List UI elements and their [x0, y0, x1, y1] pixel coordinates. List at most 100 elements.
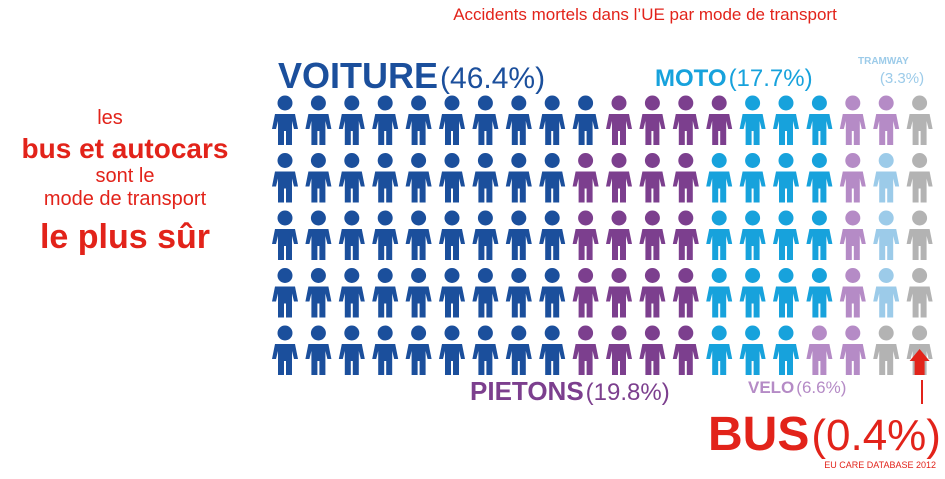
icon-body	[639, 171, 666, 203]
icon-body	[405, 171, 432, 203]
person-icon	[639, 95, 666, 145]
icon-head	[578, 325, 594, 341]
person-icon	[906, 95, 933, 145]
icon-head	[878, 95, 894, 111]
person-icon	[806, 325, 833, 375]
icon-head	[411, 153, 427, 168]
icon-body	[806, 286, 833, 318]
icon-body	[706, 286, 733, 318]
icon-head	[711, 210, 727, 226]
icon-head	[511, 210, 527, 226]
person-icon	[672, 268, 699, 318]
series-name: BUS	[708, 408, 809, 461]
icon-body	[906, 114, 933, 145]
icon-head	[711, 325, 727, 341]
icon-head	[678, 268, 694, 283]
icon-head	[477, 153, 493, 168]
icon-head	[912, 268, 928, 283]
icon-head	[678, 325, 694, 341]
series-label: TRAMWAY	[858, 56, 909, 67]
icon-head	[778, 268, 794, 283]
person-icon	[439, 325, 465, 375]
icon-head	[878, 268, 894, 283]
person-icon	[572, 325, 599, 375]
icon-head	[644, 325, 660, 341]
person-icon	[839, 325, 866, 375]
person-icon	[839, 95, 866, 145]
icon-head	[377, 153, 393, 168]
icon-head	[310, 95, 326, 111]
icon-body	[272, 286, 298, 318]
icon-head	[477, 95, 493, 111]
icon-head	[745, 210, 761, 226]
person-icon	[338, 210, 365, 260]
person-icon	[439, 95, 465, 145]
person-icon	[672, 95, 699, 145]
person-icon	[672, 210, 699, 260]
person-icon	[839, 268, 866, 318]
icon-head	[578, 268, 594, 283]
person-icon	[572, 210, 599, 260]
series-name: MOTO	[655, 65, 727, 92]
person-icon	[272, 268, 298, 318]
source: EU CARE DATABASE 2012	[824, 460, 936, 470]
icon-body	[906, 171, 933, 203]
icon-body	[873, 286, 900, 318]
tagline-line: les	[97, 107, 123, 129]
icon-head	[377, 325, 393, 341]
icon-body	[839, 171, 866, 203]
person-icon	[906, 325, 933, 375]
icon-head	[711, 268, 727, 283]
icon-body	[505, 229, 532, 260]
icon-head	[811, 268, 827, 283]
icon-body	[672, 344, 699, 375]
icon-head	[544, 268, 560, 283]
icon-body	[739, 229, 766, 260]
person-icon	[539, 95, 566, 145]
person-icon	[706, 153, 733, 203]
person-icon	[405, 153, 432, 203]
icon-body	[839, 229, 866, 260]
icon-body	[372, 229, 399, 260]
person-icon	[405, 210, 432, 260]
series-name: TRAMWAY	[858, 56, 909, 67]
icon-body	[405, 286, 432, 318]
icon-body	[338, 286, 365, 318]
icon-body	[572, 114, 599, 145]
icon-body	[272, 229, 298, 260]
icon-body	[739, 114, 766, 145]
icon-body	[706, 344, 733, 375]
icon-body	[739, 344, 766, 375]
series-name: PIETONS	[470, 376, 584, 406]
icon-head	[377, 210, 393, 226]
icon-grid	[272, 95, 933, 375]
person-icon	[338, 95, 365, 145]
icon-head	[845, 325, 861, 341]
icon-head	[277, 210, 293, 226]
icon-head	[745, 95, 761, 111]
person-icon	[505, 95, 532, 145]
icon-body	[272, 344, 298, 375]
person-icon	[439, 268, 465, 318]
person-icon	[672, 153, 699, 203]
person-icon	[606, 95, 632, 145]
icon-head	[344, 210, 360, 226]
person-icon	[539, 325, 566, 375]
icon-head	[377, 95, 393, 111]
icon-head	[477, 268, 493, 283]
icon-head	[711, 153, 727, 168]
icon-head	[511, 325, 527, 341]
icon-head	[811, 95, 827, 111]
series-value: (17.7%)	[729, 65, 813, 92]
icon-head	[745, 153, 761, 168]
icon-head	[878, 325, 894, 341]
person-icon	[873, 210, 900, 260]
icon-head	[845, 268, 861, 283]
icon-head	[644, 210, 660, 226]
icon-body	[372, 171, 399, 203]
icon-body	[472, 286, 499, 318]
icon-head	[310, 268, 326, 283]
person-icon	[472, 95, 499, 145]
icon-body	[606, 344, 632, 375]
icon-body	[672, 114, 699, 145]
